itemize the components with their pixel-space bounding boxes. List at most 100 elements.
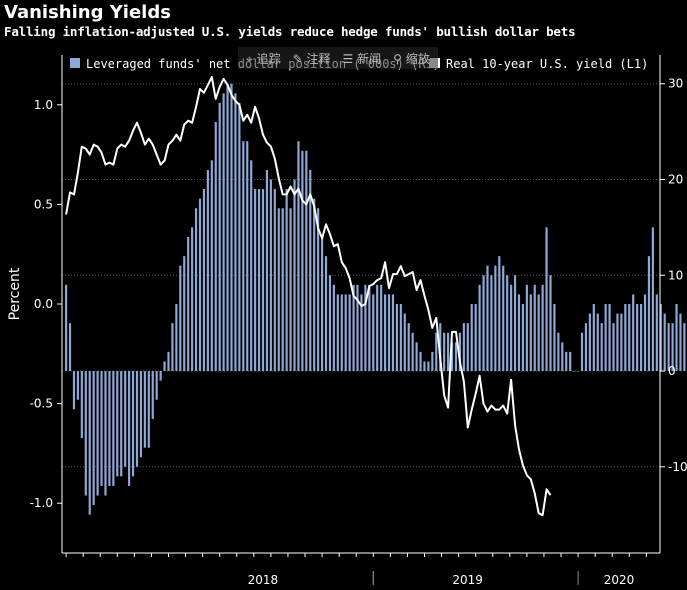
bar-18	[135, 371, 139, 467]
bar-92	[427, 361, 430, 372]
toolbar-item-1[interactable]: ✎ 注释	[293, 50, 331, 67]
bar-48	[254, 189, 257, 372]
bar-66	[324, 256, 328, 372]
bar-27	[171, 323, 174, 372]
bar-138	[608, 304, 611, 372]
bar-65	[320, 236, 324, 372]
bar-67	[328, 275, 332, 372]
bar-87	[407, 323, 410, 372]
line-series	[65, 75, 552, 517]
bar-26	[167, 351, 170, 372]
bar-133	[588, 313, 591, 372]
bar-46	[246, 141, 249, 372]
toolbar-item-label: 追踪	[256, 51, 281, 66]
bar-39	[218, 102, 221, 372]
right-tick-label-0: -10	[668, 460, 687, 474]
bar-37	[210, 160, 213, 372]
bar-21	[147, 371, 150, 448]
right-tick-label-3: 20	[668, 173, 683, 187]
bar-100	[458, 332, 461, 372]
bar-76	[364, 284, 367, 372]
bar-152	[663, 313, 666, 372]
toolbar-item-2[interactable]: ☰ 新闻	[342, 50, 381, 67]
bar-116	[521, 304, 525, 372]
bar-132	[584, 323, 588, 372]
bar-0	[65, 284, 68, 372]
bar-13	[116, 371, 119, 477]
bar-36	[206, 169, 209, 372]
bar-73	[352, 284, 355, 372]
bar-6	[88, 371, 91, 515]
bar-129	[573, 371, 576, 372]
bar-55	[281, 208, 284, 372]
bar-151	[659, 304, 662, 372]
bar-64	[317, 208, 320, 372]
bar-28	[175, 304, 178, 372]
crosshair-icon: ⌖	[246, 51, 257, 66]
bar-120	[537, 294, 540, 372]
legend-label-1: Real 10-year U.S. yield (L1)	[446, 57, 648, 71]
bar-86	[403, 313, 406, 372]
bar-95	[439, 323, 442, 372]
bar-20	[143, 371, 146, 448]
bar-50	[261, 189, 265, 372]
bar-16	[128, 371, 131, 486]
toolbar-item-3[interactable]: ⚲ 缩放	[393, 50, 430, 67]
bar-53	[273, 189, 276, 372]
bar-3	[76, 371, 79, 400]
bar-68	[332, 284, 335, 372]
bar-15	[124, 371, 127, 467]
bar-102	[466, 323, 469, 372]
bar-91	[423, 361, 426, 372]
bar-70	[340, 294, 343, 372]
bar-30	[183, 256, 186, 372]
bar-130	[576, 371, 580, 372]
yield-line	[65, 75, 552, 517]
bar-104	[474, 304, 477, 372]
bar-88	[411, 332, 414, 372]
bar-56	[285, 189, 288, 372]
bar-97	[447, 332, 450, 372]
toolbar-item-0[interactable]: ⌖ 追踪	[246, 50, 281, 67]
bar-141	[620, 313, 623, 372]
bar-60	[301, 150, 304, 372]
bar-33	[194, 208, 198, 372]
bar-93	[431, 351, 434, 372]
bar-17	[131, 371, 135, 477]
bar-106	[482, 275, 485, 372]
bar-146	[639, 304, 643, 372]
bar-142	[624, 304, 627, 372]
bar-131	[580, 332, 584, 372]
zoom-icon: ⚲	[393, 51, 406, 66]
right-tick-label-2: 10	[668, 268, 683, 282]
bar-89	[415, 342, 418, 372]
bar-63	[313, 198, 316, 372]
bar-154	[671, 323, 674, 372]
bar-103	[470, 304, 473, 372]
bar-5	[84, 371, 87, 496]
bar-113	[510, 284, 513, 372]
left-tick-label-4: 1.0	[34, 98, 53, 112]
bar-84	[395, 304, 398, 372]
bar-156	[679, 313, 682, 372]
bar-series	[65, 83, 686, 515]
bar-94	[435, 332, 438, 372]
bar-69	[336, 294, 339, 372]
bar-8	[96, 371, 99, 496]
bar-105	[478, 284, 481, 372]
bar-12	[112, 371, 115, 486]
bar-112	[506, 275, 509, 372]
bar-121	[541, 284, 544, 372]
bar-96	[443, 332, 446, 372]
right-tick-label-4: 30	[668, 77, 683, 91]
bar-29	[179, 265, 182, 372]
bar-139	[612, 323, 615, 372]
bar-109	[494, 265, 497, 372]
bar-157	[683, 323, 686, 372]
pencil-icon: ✎	[292, 51, 307, 66]
bar-83	[391, 294, 395, 372]
bar-153	[667, 323, 670, 372]
bar-125	[557, 332, 560, 372]
bar-134	[592, 304, 595, 372]
